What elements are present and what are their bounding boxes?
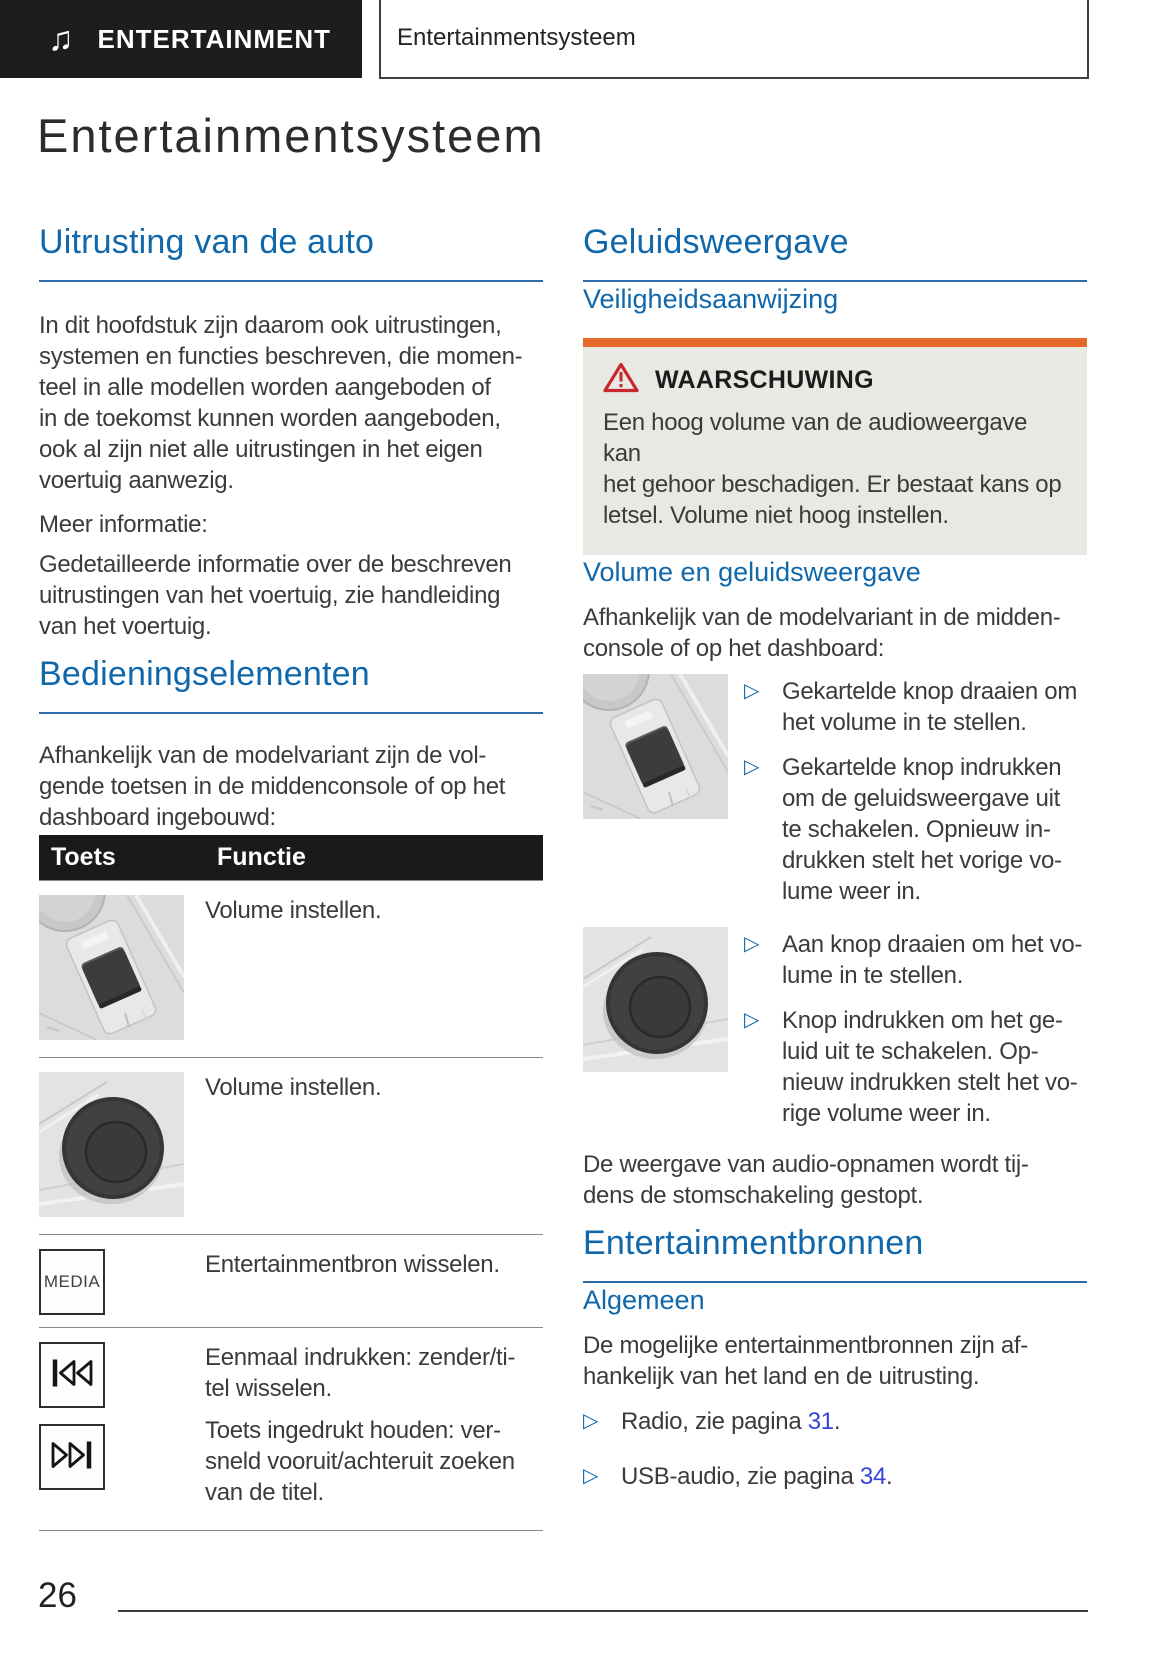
- previous-track-button: [39, 1342, 105, 1408]
- list-item: ▷ Radio, zie pagina 31.: [583, 1406, 1087, 1437]
- table-row: Volume instellen.: [38, 1057, 543, 1234]
- volume-rocker-photo: [24, 850, 205, 1045]
- subheading-algemeen: Algemeen: [583, 1285, 705, 1315]
- row-function-text: Entertainmentbron wisselen.: [205, 1251, 500, 1278]
- bullet-text: Gekartelde knop draaien om het volume in…: [782, 678, 1078, 736]
- section-heading-entertainmentbronnen: Entertainmentbronnen: [583, 1223, 1087, 1283]
- page-title: Entertainmentsysteem: [37, 109, 545, 162]
- table-row: Eenmaal indrukken: zender/ti- tel wissel…: [39, 1327, 543, 1530]
- bullet-triangle-icon: ▷: [744, 933, 760, 955]
- volume-rocker-photo: [568, 629, 730, 907]
- right-column: Geluidsweergave Veiligheidsaanwijzing WA…: [568, 210, 1087, 1492]
- warning-title: WAARSCHUWING: [655, 365, 874, 394]
- section-heading-geluidsweergave: Geluidsweergave: [583, 222, 1087, 282]
- page-reference-link[interactable]: 31: [807, 1408, 834, 1435]
- previous-track-icon: [50, 1358, 94, 1393]
- page-reference-link[interactable]: 34: [859, 1463, 886, 1490]
- subheading-veiligheidsaanwijzing: Veiligheidsaanwijzing: [583, 284, 839, 314]
- bullet-triangle-icon: ▷: [583, 1465, 599, 1487]
- controls-intro-paragraph: Afhankelijk van de modelvariant zijn de …: [39, 742, 506, 831]
- knob-instructions-row: ▷ Aan knop draaien om het vo- lume in te…: [582, 927, 1087, 1129]
- page-number: 26: [38, 1576, 77, 1615]
- link-item-text: Radio, zie pagina 31.: [621, 1406, 841, 1437]
- running-header-title: Entertainmentsysteem: [397, 24, 636, 51]
- bullet-triangle-icon: ▷: [744, 680, 760, 702]
- subheading-volume: Volume en geluidsweergave: [583, 557, 921, 587]
- next-track-icon: [50, 1440, 94, 1475]
- link-prefix: Radio, zie pagina: [621, 1408, 808, 1435]
- list-item: ▷ Aan knop draaien om het vo- lume in te…: [744, 929, 1082, 991]
- volume-knob-photo: [38, 1072, 205, 1222]
- table-row: MEDIA Entertainmentbron wisselen.: [39, 1234, 543, 1327]
- source-links-list: ▷ Radio, zie pagina 31. ▷ USB-audio, zie…: [583, 1406, 1087, 1492]
- link-prefix: USB-audio, zie pagina: [621, 1463, 860, 1490]
- list-item: ▷ Gekartelde knop draaien om het volume …: [744, 676, 1077, 738]
- bullet-text: Gekartelde knop indrukken om de geluidsw…: [782, 754, 1062, 905]
- media-button-label: MEDIA: [43, 1272, 101, 1291]
- row-function-text: Eenmaal indrukken: zender/ti- tel wissel…: [205, 1344, 516, 1402]
- equipment-paragraph: In dit hoofdstuk zijn daarom ook uitrust…: [39, 312, 523, 494]
- left-column: Uitrusting van de auto In dit hoofdstuk …: [24, 210, 543, 1531]
- bullet-triangle-icon: ▷: [744, 1009, 760, 1031]
- media-button: MEDIA: [39, 1249, 105, 1315]
- warning-text: Een hoog volume van de audioweergave kan…: [603, 409, 1062, 529]
- controls-table: Toets Functie: [24, 835, 543, 1531]
- section-heading-uitrusting: Uitrusting van de auto: [39, 222, 543, 282]
- next-track-button: [39, 1424, 105, 1490]
- chapter-badge: ♫ ENTERTAINMENT: [0, 0, 362, 78]
- link-suffix: .: [886, 1463, 893, 1490]
- warning-triangle-icon: [603, 362, 639, 398]
- music-note-icon: ♫: [48, 20, 74, 58]
- warning-orange-bar: [583, 338, 1087, 347]
- row-function-text: Toets ingedrukt houden: ver- sneld vooru…: [205, 1417, 515, 1506]
- bullet-text: Knop indrukken om het ge- luid uit te sc…: [782, 1007, 1078, 1127]
- chapter-label: ENTERTAINMENT: [97, 23, 332, 54]
- list-item: ▷ USB-audio, zie pagina 34.: [583, 1461, 1087, 1492]
- bullet-triangle-icon: ▷: [744, 756, 760, 778]
- more-info-label: Meer informatie:: [39, 511, 208, 538]
- volume-knob-photo: [582, 927, 729, 1129]
- list-item: ▷ Gekartelde knop indrukken om de geluid…: [744, 752, 1077, 907]
- rocker-instructions-row: ▷ Gekartelde knop draaien om het volume …: [568, 629, 1087, 907]
- row-function-text: Volume instellen.: [205, 1074, 382, 1101]
- footer-divider: [118, 1610, 1088, 1612]
- link-suffix: .: [833, 1408, 841, 1435]
- column-header-toets: Toets: [51, 843, 116, 871]
- controls-table-header: Toets Functie: [39, 835, 543, 880]
- equipment-details-paragraph: Gedetailleerde informatie over de beschr…: [39, 551, 512, 640]
- volume-intro-paragraph: Afhankelijk van de modelvariant in de mi…: [583, 604, 1061, 662]
- warning-box: WAARSCHUWING Een hoog volume van de audi…: [583, 338, 1087, 555]
- table-row: Volume instellen.: [24, 850, 543, 1057]
- row-function-text: Volume instellen.: [205, 897, 382, 924]
- column-header-functie: Functie: [217, 843, 306, 871]
- mute-note-paragraph: De weergave van audio-opnamen wordt tij-…: [583, 1151, 1029, 1209]
- section-heading-bedieningselementen: Bedieningselementen: [39, 654, 543, 714]
- bullet-text: Aan knop draaien om het vo- lume in te s…: [782, 931, 1083, 989]
- running-header-box: Entertainmentsysteem: [379, 0, 1089, 79]
- bullet-triangle-icon: ▷: [583, 1410, 599, 1432]
- link-item-text: USB-audio, zie pagina 34.: [621, 1461, 893, 1492]
- sources-intro-paragraph: De mogelijke entertainmentbronnen zijn a…: [583, 1332, 1028, 1390]
- list-item: ▷ Knop indrukken om het ge- luid uit te …: [744, 1005, 1082, 1129]
